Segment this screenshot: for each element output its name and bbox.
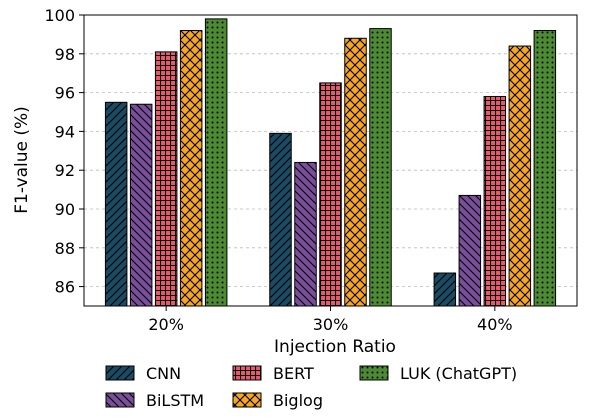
legend-swatch-bert xyxy=(232,365,262,381)
legend-swatch-biglog xyxy=(232,392,262,408)
y-tick-label-88: 88 xyxy=(55,239,75,258)
axes-layer: 86 88 90 92 94 96 98 100 20% 30% 40% xyxy=(44,6,578,334)
y-tick-label-98: 98 xyxy=(55,45,75,64)
y-tick-label-94: 94 xyxy=(55,122,75,141)
x-tick-label-20: 20% xyxy=(148,315,184,334)
legend-swatch-luk-chatgpt xyxy=(359,365,389,381)
bar-bilstm-30 xyxy=(294,161,317,307)
bar-bilstm-20 xyxy=(129,103,153,307)
bar-biglog-30 xyxy=(344,37,367,307)
legend-item-luk-chatgpt: LUK (ChatGPT) xyxy=(359,364,517,383)
bar-cnn-20 xyxy=(104,101,128,307)
bar-luk-chatgpt-40 xyxy=(533,30,557,307)
y-tick-label-90: 90 xyxy=(55,200,75,219)
x-tick-label-40: 40% xyxy=(477,315,513,334)
legend-item-cnn: CNN xyxy=(105,364,181,383)
y-tick-label-100: 100 xyxy=(44,6,75,25)
legend-swatch-bilstm xyxy=(105,392,135,408)
bar-bert-30 xyxy=(319,82,342,307)
y-tick-label-86: 86 xyxy=(55,278,75,297)
y-axis-label: F1-value (%) xyxy=(12,106,32,214)
legend-label-bilstm: BiLSTM xyxy=(146,391,204,410)
bar-biglog-40 xyxy=(508,45,532,307)
legend-swatch-cnn xyxy=(105,365,135,381)
legend-item-bert: BERT xyxy=(232,364,314,383)
bar-luk-chatgpt-20 xyxy=(204,18,228,307)
legend-label-bert: BERT xyxy=(273,364,314,383)
legend-item-biglog: Biglog xyxy=(232,391,323,410)
legend-label-biglog: Biglog xyxy=(273,391,323,410)
bar-luk-chatgpt-30 xyxy=(369,28,392,307)
bar-cnn-30 xyxy=(269,132,292,307)
y-tick-label-96: 96 xyxy=(55,84,75,103)
y-tick-label-92: 92 xyxy=(55,161,75,180)
bar-bert-40 xyxy=(483,95,507,307)
bars-layer xyxy=(104,18,557,307)
bar-bilstm-40 xyxy=(458,194,482,307)
legend: CNN BiLSTM BERT Biglog LUK (ChatGPT) xyxy=(105,364,517,410)
legend-item-bilstm: BiLSTM xyxy=(105,391,204,410)
x-tick-label-30: 30% xyxy=(313,315,349,334)
bar-bert-20 xyxy=(154,51,178,307)
bar-cnn-40 xyxy=(433,272,457,307)
legend-label-cnn: CNN xyxy=(146,364,181,383)
legend-label-luk-chatgpt: LUK (ChatGPT) xyxy=(400,364,517,383)
bar-biglog-20 xyxy=(179,30,203,307)
x-axis-label: Injection Ratio xyxy=(274,337,396,357)
